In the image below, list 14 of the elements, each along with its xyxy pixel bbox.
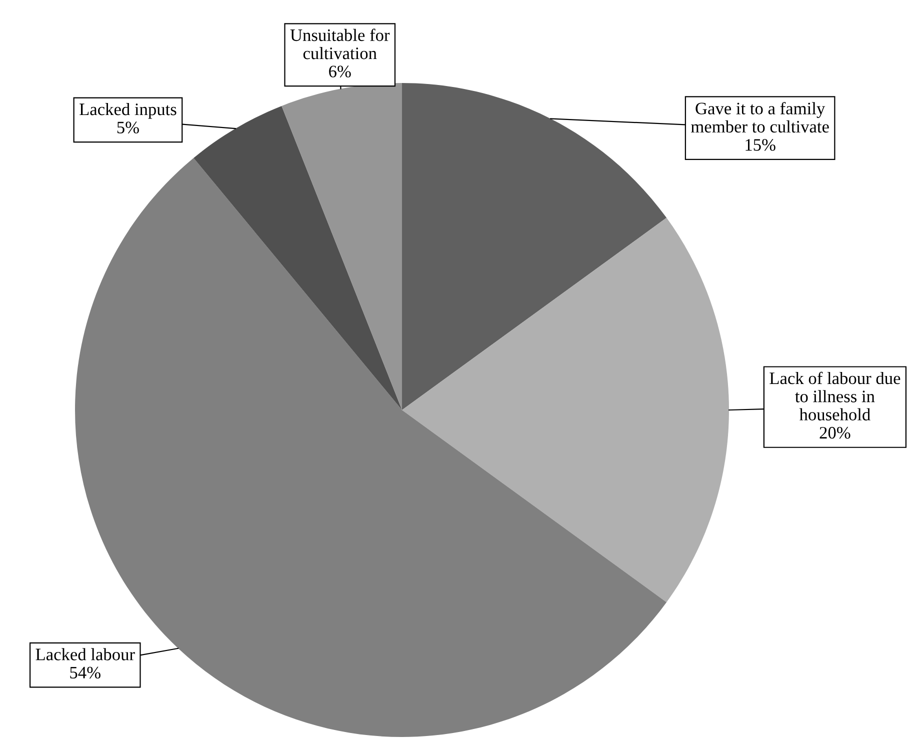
pie-slice (282, 83, 402, 410)
data-label: 20% (820, 426, 850, 439)
data-label: 6% (329, 66, 351, 78)
pie-slice (194, 106, 402, 410)
pie-slice (402, 83, 667, 410)
data-label: 15% (746, 139, 776, 151)
slice-label: Lacked labour (36, 648, 135, 660)
data-label: 54% (70, 666, 100, 679)
pie-slice (402, 218, 729, 602)
slice-label: Gave it to a family member to cultivate (691, 102, 829, 133)
slice-label: Lack of labour due to illness in household (770, 372, 900, 420)
slice-label: Unsuitable for cultivation (290, 28, 390, 60)
data-label: 5% (117, 122, 139, 134)
slice-label: Lacked inputs (80, 103, 176, 119)
